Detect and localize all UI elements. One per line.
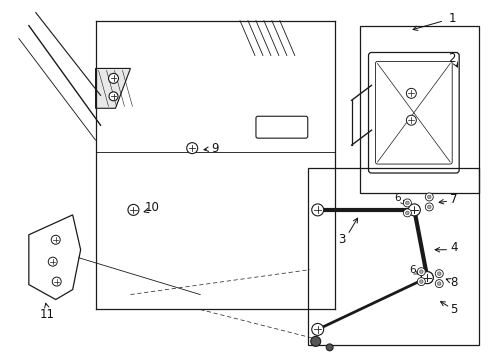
Text: 7: 7 [449, 193, 457, 206]
Text: 6: 6 [408, 265, 415, 275]
Bar [307, 168, 478, 345]
Circle shape [434, 280, 442, 288]
Circle shape [108, 73, 118, 84]
Circle shape [109, 92, 118, 101]
Circle shape [407, 204, 420, 216]
Circle shape [427, 205, 430, 209]
Circle shape [416, 268, 425, 276]
Circle shape [311, 323, 323, 336]
Circle shape [425, 193, 432, 201]
Bar [359, 26, 478, 193]
Circle shape [416, 278, 425, 285]
Circle shape [48, 257, 57, 266]
Circle shape [128, 204, 139, 215]
Circle shape [403, 199, 410, 207]
Circle shape [186, 143, 197, 154]
Circle shape [310, 336, 320, 346]
Circle shape [403, 209, 410, 217]
Text: 5: 5 [449, 303, 457, 316]
Circle shape [405, 211, 408, 215]
Circle shape [405, 201, 408, 205]
Polygon shape [95, 68, 130, 108]
Circle shape [425, 203, 432, 211]
Circle shape [421, 272, 432, 284]
Circle shape [325, 344, 332, 351]
Text: 11: 11 [39, 308, 54, 321]
Circle shape [408, 204, 419, 215]
Circle shape [434, 270, 442, 278]
Circle shape [437, 272, 440, 275]
Circle shape [406, 115, 415, 125]
Circle shape [427, 195, 430, 199]
Circle shape [52, 277, 61, 286]
Text: 9: 9 [211, 141, 219, 155]
Text: 1: 1 [447, 12, 455, 25]
Circle shape [421, 272, 432, 284]
Text: 8: 8 [449, 276, 457, 289]
Text: 2: 2 [447, 52, 455, 65]
Circle shape [51, 235, 60, 244]
Text: 4: 4 [449, 241, 457, 254]
Circle shape [419, 270, 422, 274]
Circle shape [419, 280, 422, 283]
Circle shape [437, 282, 440, 285]
Circle shape [406, 88, 415, 98]
Text: 10: 10 [144, 201, 160, 215]
Text: 3: 3 [337, 233, 345, 246]
Circle shape [311, 204, 323, 216]
Text: 6: 6 [393, 193, 400, 203]
